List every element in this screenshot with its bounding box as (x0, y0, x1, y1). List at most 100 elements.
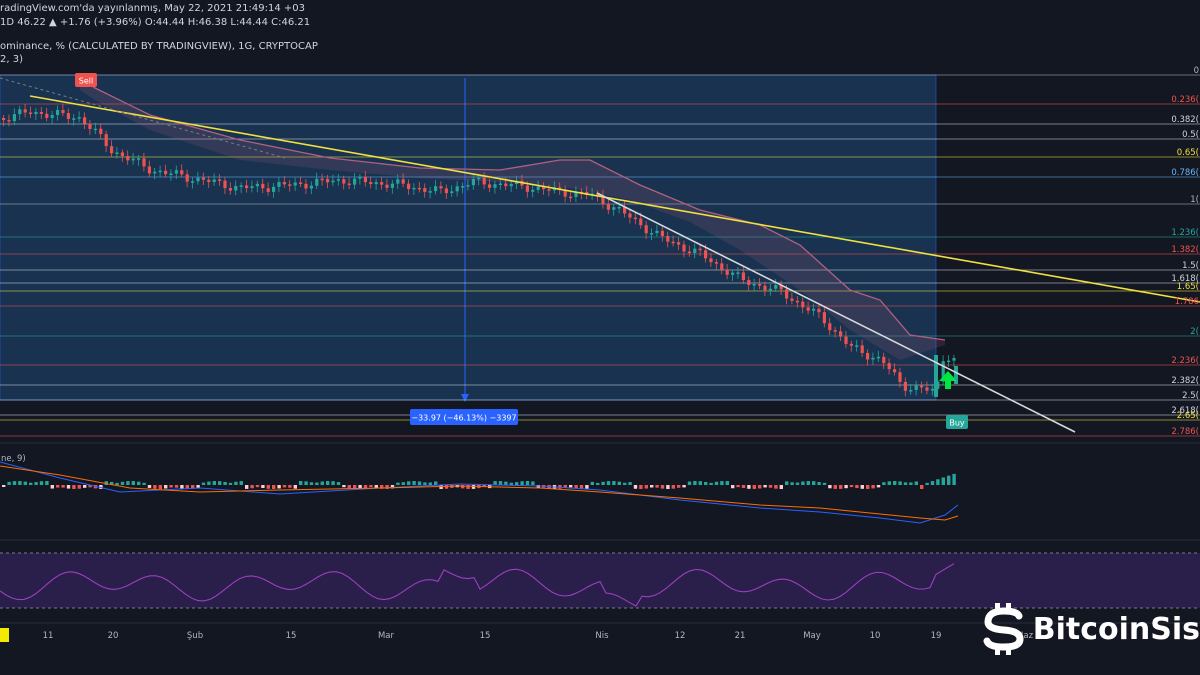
candle-body (245, 185, 249, 189)
candle-body (763, 285, 767, 291)
macd-bar (309, 482, 314, 485)
candle-body (709, 258, 713, 263)
watermark: BitcoinSis (979, 600, 1200, 658)
candle-body (104, 134, 108, 147)
candle-body (488, 184, 492, 188)
candlestick-series (2, 103, 958, 397)
candle-body (201, 177, 205, 180)
candle-body (110, 146, 114, 154)
macd-bar (941, 477, 945, 485)
macd-bar (569, 485, 573, 488)
candle-body (255, 183, 259, 187)
time-axis-label: 15 (480, 631, 491, 641)
fib-level-label: 0.5( (1182, 130, 1199, 140)
time-axis: 11 20 Şub 15 Mar 15 Nis 12 21 May 10 19 Haz (43, 631, 1034, 641)
macd-bar (920, 485, 924, 489)
yellow-trendline[interactable] (29, 95, 1200, 303)
macd-bar (223, 481, 227, 485)
candle-body (326, 178, 330, 183)
macd-bar (952, 473, 956, 485)
macd-bar (585, 485, 589, 489)
candle-body (903, 381, 907, 391)
candle-body (822, 312, 826, 324)
macd-bar (596, 482, 600, 485)
candle-body (693, 248, 697, 254)
candle-body (736, 272, 740, 274)
symbol-color-marker (0, 628, 9, 642)
macd-bar (99, 485, 103, 489)
macd-bar (606, 481, 611, 485)
macd-bar (61, 485, 65, 488)
macd-bar (142, 482, 146, 485)
candle-body (920, 385, 924, 388)
macd-bar (725, 481, 729, 485)
candle-body (158, 170, 162, 173)
candle-body (18, 109, 22, 115)
macd-bar (115, 482, 119, 485)
buy-signal[interactable] (946, 415, 968, 429)
macd-bar (590, 481, 594, 485)
macd-bar (299, 481, 303, 485)
candle-body (498, 183, 502, 186)
macd-bar (504, 481, 508, 485)
candle-body (304, 183, 308, 189)
macd-signal-line (0, 465, 959, 521)
white-trendline[interactable] (596, 192, 1076, 433)
candle-body (309, 185, 313, 189)
macd-bar (758, 485, 762, 489)
macd-bar (882, 482, 886, 485)
macd-bar (18, 481, 22, 485)
macd-bar (363, 485, 368, 489)
candle-body (876, 356, 880, 359)
cloud-upper-line (79, 77, 946, 341)
macd-bar (515, 482, 519, 485)
macd-bar (207, 481, 211, 485)
macd-bar (482, 485, 486, 488)
candle-body (239, 185, 243, 187)
macd-bar (817, 482, 821, 485)
macd-bar (201, 482, 206, 485)
candle-body (812, 308, 816, 311)
candle-body (120, 152, 124, 156)
candle-body (434, 186, 438, 192)
macd-bar (871, 485, 875, 489)
fib-level-label: 0.65( (1177, 148, 1199, 158)
macd-bar (812, 481, 816, 485)
candle-body (650, 233, 654, 235)
macd-bar (380, 485, 384, 489)
fib-level-label: 1.618( (1171, 274, 1199, 284)
candle-body (849, 343, 853, 346)
sell-signal[interactable] (75, 73, 97, 87)
header-symbol: ominance, % (CALCULATED BY TRADINGVIEW),… (0, 41, 318, 52)
macd-bar (844, 485, 848, 489)
macd-bar (903, 482, 908, 485)
watermark-text: BitcoinSis (1032, 611, 1200, 647)
macd-bar (77, 485, 81, 489)
macd-bar (768, 485, 773, 488)
candle-body (477, 177, 481, 180)
macd-bar (347, 485, 351, 489)
fib-level-label: 2( (1190, 327, 1199, 337)
macd-bar (255, 485, 260, 488)
candle-body (461, 186, 465, 188)
candle-body (860, 345, 864, 354)
macd-bar (29, 482, 33, 485)
time-axis-label: Nis (595, 631, 609, 641)
candle-body (407, 183, 411, 190)
macd-bar (174, 485, 179, 488)
macd-bar (736, 485, 740, 488)
candle-body (66, 113, 70, 119)
macd-bar (45, 481, 49, 485)
candle-body (164, 170, 168, 175)
macd-bar (628, 482, 632, 485)
candle-body (741, 272, 745, 280)
macd-bar (493, 481, 497, 485)
candle-body (277, 182, 281, 187)
macd-bar (655, 485, 659, 488)
candle-body (174, 170, 178, 174)
fibonacci-labels: 0 0.236(0.382(0.5(0.65(0.786(1(1.236(1.38… (1171, 66, 1199, 437)
macd-bar (763, 485, 767, 488)
fib-level-label: 1.786 (1175, 297, 1199, 307)
candle-body (396, 179, 400, 184)
